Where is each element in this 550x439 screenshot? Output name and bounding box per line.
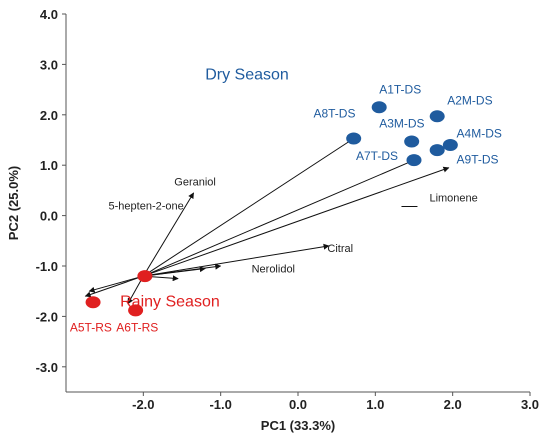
axes <box>62 13 531 396</box>
score-point <box>429 144 445 157</box>
loading-arrow <box>84 275 144 298</box>
score-point-label: A1T-DS <box>379 83 421 97</box>
loading-arrow <box>142 192 195 277</box>
x-tick-label: -1.0 <box>209 397 231 412</box>
loading-arrow <box>143 243 330 277</box>
loading-label: 5-hepten-2-one <box>109 201 184 213</box>
score-point-label: A5T-RS <box>70 321 112 335</box>
x-tick-label: 2.0 <box>444 397 462 412</box>
loading-arrow <box>88 275 144 293</box>
score-point-label: A3M-DS <box>379 116 424 130</box>
loading-arrow <box>143 138 355 277</box>
loading-arrow <box>143 166 450 277</box>
y-tick-label: -3.0 <box>36 360 58 375</box>
score-point-label: A8T-DS <box>313 106 355 120</box>
score-point <box>85 296 101 309</box>
y-tick-label: 2.0 <box>40 108 58 123</box>
loading-vectors <box>84 138 450 305</box>
loading-arrow <box>143 159 415 277</box>
x-tick-label: 0.0 <box>289 397 307 412</box>
y-tick-label: 0.0 <box>40 209 58 224</box>
score-point-label: A6T-RS <box>116 321 158 335</box>
score-point <box>137 270 153 283</box>
loading-label: Geraniol <box>174 176 216 188</box>
y-tick-label: 3.0 <box>40 57 58 72</box>
score-point-label: A4M-DS <box>457 126 502 140</box>
loading-label: Citral <box>327 243 353 255</box>
group-label: Dry Season <box>205 67 289 84</box>
score-point-label: A7T-DS <box>356 149 398 163</box>
score-points <box>85 101 458 317</box>
x-tick-label: 1.0 <box>366 397 384 412</box>
x-axis-label: PC1 (33.3%) <box>261 418 335 433</box>
score-point <box>406 154 422 167</box>
y-tick-label: -1.0 <box>36 259 58 274</box>
x-tick-label: 3.0 <box>521 397 539 412</box>
y-axis-label: PC2 (25.0%) <box>6 166 21 240</box>
score-point <box>442 139 458 152</box>
tick-labels: -2.0 -1.0 0.0 1.0 2.0 3.0 4.0 3.0 2.0 1.0 0.0 -1.0 -… <box>36 7 539 412</box>
loading-arrow <box>143 263 222 277</box>
x-tick-label: -2.0 <box>132 397 154 412</box>
score-point <box>371 101 387 114</box>
score-point <box>404 135 420 148</box>
point-labels: Limonene Citral Nerolidol Geraniol 5-hepten-… <box>70 67 502 335</box>
score-point-label: A2M-DS <box>447 94 492 108</box>
score-point-label: A9T-DS <box>457 153 499 167</box>
score-point <box>128 304 144 317</box>
y-tick-label: 4.0 <box>40 7 58 22</box>
score-point <box>429 110 445 123</box>
loading-label: Nerolidol <box>252 264 295 276</box>
group-label: Rainy Season <box>120 293 220 310</box>
y-tick-label: -2.0 <box>36 309 58 324</box>
y-tick-label: 1.0 <box>40 158 58 173</box>
loading-label: Limonene <box>429 192 477 204</box>
score-point <box>346 132 362 145</box>
